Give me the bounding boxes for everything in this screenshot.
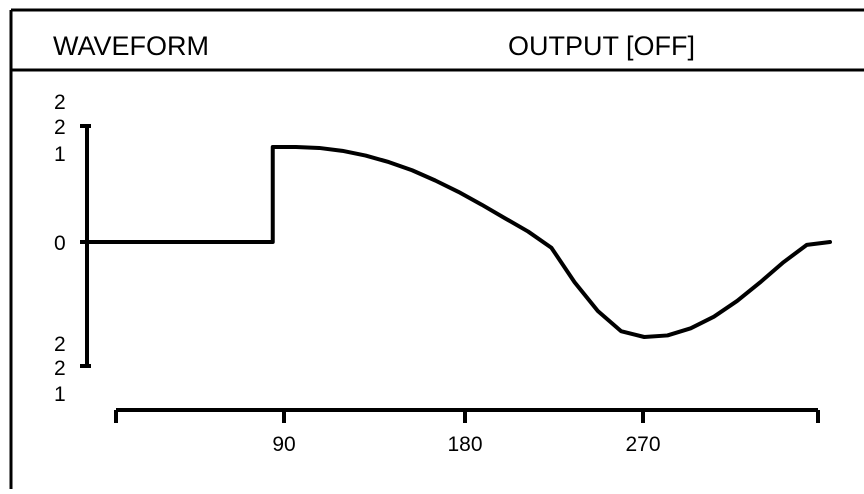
x-tick-label-180: 180 xyxy=(447,433,482,456)
waveform-line xyxy=(85,145,832,339)
y-tick-label-zero: 0 xyxy=(54,232,66,255)
waveform-plot xyxy=(85,145,832,339)
x-axis: 90 180 270 xyxy=(114,408,820,456)
waveform-title: WAVEFORM xyxy=(53,31,209,61)
x-tick-label-90: 90 xyxy=(272,433,295,456)
y-tick-label-top-1: 2 xyxy=(54,91,66,114)
header: WAVEFORM OUTPUT [OFF] xyxy=(53,31,695,61)
screen-frame xyxy=(9,8,864,489)
y-tick-label-top-2: 2 xyxy=(54,116,66,139)
y-tick-label-top-3: 1 xyxy=(54,143,66,166)
y-tick-label-bottom-3: 1 xyxy=(54,383,66,406)
y-tick-label-bottom-2: 2 xyxy=(54,357,66,380)
y-tick-label-bottom-1: 2 xyxy=(54,333,66,356)
y-axis: 2 2 1 0 2 2 1 xyxy=(54,91,91,406)
output-status: OUTPUT [OFF] xyxy=(508,31,695,61)
x-tick-label-270: 270 xyxy=(625,433,660,456)
